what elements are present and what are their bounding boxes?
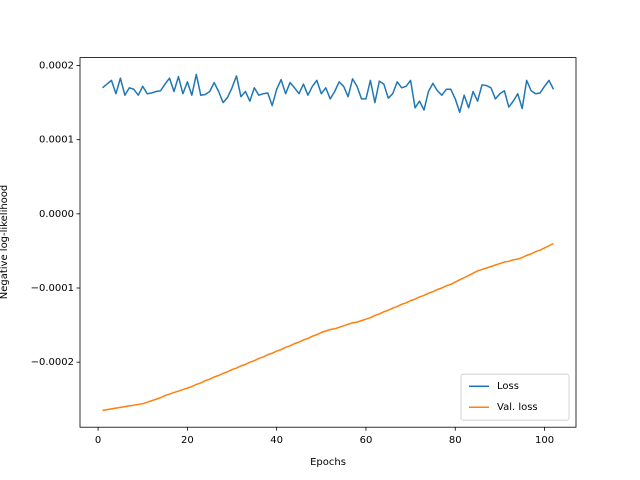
x-axis-label: Epochs (310, 457, 346, 468)
x-tick-label: 0 (95, 435, 101, 446)
x-tick-label: 20 (181, 435, 194, 446)
axes-frame (79, 57, 577, 428)
y-tick-label: 0.0000 (39, 209, 74, 220)
y-tick-label: 0.0002 (39, 61, 74, 72)
y-tick-label: 0.0001 (39, 135, 74, 146)
x-tick-label: 60 (360, 435, 373, 446)
legend-label: Loss (497, 381, 519, 392)
y-tick-label: −0.0001 (31, 283, 74, 294)
data-line (102, 73, 555, 113)
x-tick-label: 80 (449, 435, 462, 446)
data-line (102, 242, 554, 412)
legend-label: Val. loss (497, 402, 538, 413)
x-tick-label: 100 (535, 435, 554, 446)
x-tick-label: 40 (270, 435, 283, 446)
y-axis-label: Negative log-likelihood (0, 185, 10, 300)
y-tick-label: −0.0002 (31, 357, 74, 368)
